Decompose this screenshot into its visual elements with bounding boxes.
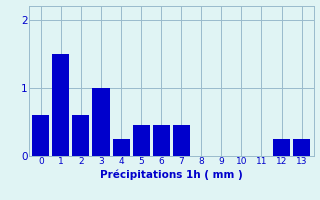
Bar: [72, 115, 90, 156]
Bar: [52, 54, 69, 156]
Bar: [113, 139, 130, 156]
Bar: [32, 115, 49, 156]
Bar: [293, 139, 310, 156]
Bar: [153, 125, 170, 156]
Bar: [132, 125, 150, 156]
X-axis label: Précipitations 1h ( mm ): Précipitations 1h ( mm ): [100, 169, 243, 180]
Bar: [173, 125, 190, 156]
Bar: [92, 88, 109, 156]
Bar: [273, 139, 290, 156]
